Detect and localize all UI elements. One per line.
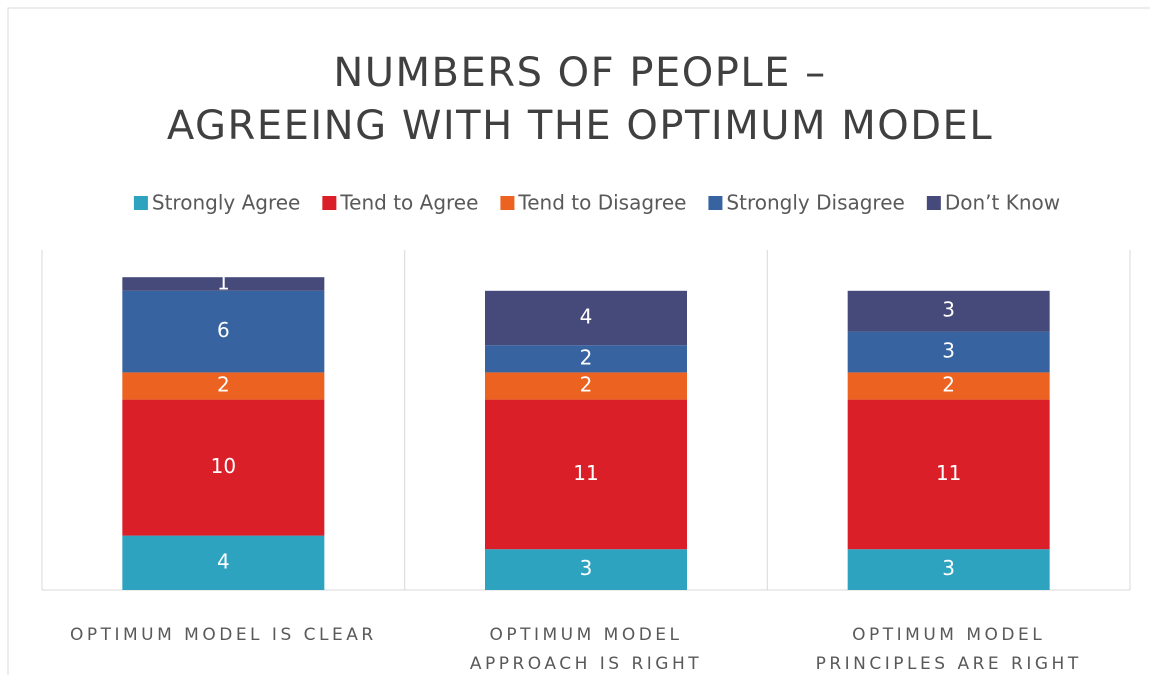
bar-segment [122,290,325,373]
data-label: 3 [942,556,955,580]
data-label: 3 [580,556,593,580]
legend-label: Strongly Disagree [726,191,904,215]
legend-label: Don’t Know [945,191,1060,215]
data-label: 10 [211,454,236,478]
legend-label: Strongly Agree [152,191,300,215]
legend-swatch [322,196,337,210]
data-label: 1 [217,271,230,295]
data-label: 6 [217,318,230,342]
bar-segment [122,277,325,291]
x-tick-label: OPTIMUM MODEL [489,625,682,645]
legend-swatch [926,196,941,210]
bar-segment [485,549,687,590]
data-label: 2 [942,373,955,397]
x-tick-label: APPROACH IS RIGHT [470,654,702,674]
bar-segment [485,345,687,373]
legend-swatch [500,196,515,210]
legend-swatch [708,196,723,210]
data-label: 2 [580,373,593,397]
bar-segment [485,399,687,550]
bar-segment [847,331,1050,373]
bar-segment [485,290,687,346]
data-label: 2 [217,373,230,397]
legend-label: Tend to Agree [339,191,478,215]
bar-segment [122,399,325,536]
data-label: 2 [580,345,593,369]
bar-segment [122,535,325,590]
chart-title: NUMBERS OF PEOPLE – [333,50,826,96]
bar-segment [847,399,1050,550]
x-tick-label: OPTIMUM MODEL IS CLEAR [70,625,377,645]
data-label: 4 [580,305,593,329]
data-label: 11 [573,461,598,485]
bar-segment [847,290,1050,332]
data-label: 4 [217,549,230,573]
bar-segment [847,549,1050,590]
bar-segment [485,372,687,400]
data-label: 3 [942,339,955,363]
x-tick-label: PRINCIPLES ARE RIGHT [816,654,1082,674]
x-tick-label: OPTIMUM MODEL [852,625,1045,645]
data-label: 3 [942,298,955,322]
chart-title: AGREEING WITH THE OPTIMUM MODEL [167,103,993,149]
legend-swatch [133,196,148,210]
legend-label: Tend to Disagree [517,191,686,215]
bar-segment [122,372,325,400]
data-label: 11 [936,461,961,485]
legend: Strongly Agree Tend to Agree Tend to Disag… [133,191,1060,215]
bar-segment [847,372,1050,400]
